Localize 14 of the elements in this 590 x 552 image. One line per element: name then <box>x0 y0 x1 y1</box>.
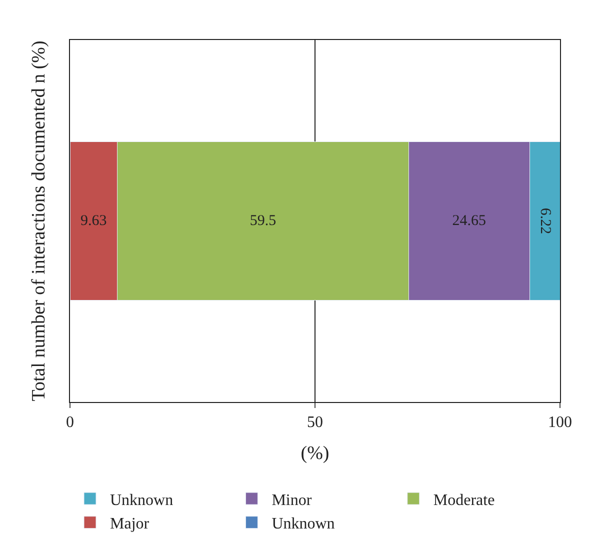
x-axis-title: (%) <box>300 443 330 464</box>
legend-label: Major <box>110 516 150 533</box>
x-tick-label: 0 <box>66 414 74 432</box>
legend-label: Minor <box>272 492 312 509</box>
data-label: 9.63 <box>80 213 107 229</box>
legend-label: Moderate <box>433 492 495 509</box>
y-axis-title: Total number of interactions documented n (%) <box>28 40 50 402</box>
x-tick-label: 100 <box>548 414 572 432</box>
x-tick-label: 50 <box>307 414 323 432</box>
legend-label: Unknown <box>272 516 335 533</box>
data-label: 24.65 <box>452 213 486 229</box>
legend-label: Unknown <box>110 492 174 509</box>
data-label: 6.22 <box>536 208 553 234</box>
data-label: 59.5 <box>250 213 276 229</box>
